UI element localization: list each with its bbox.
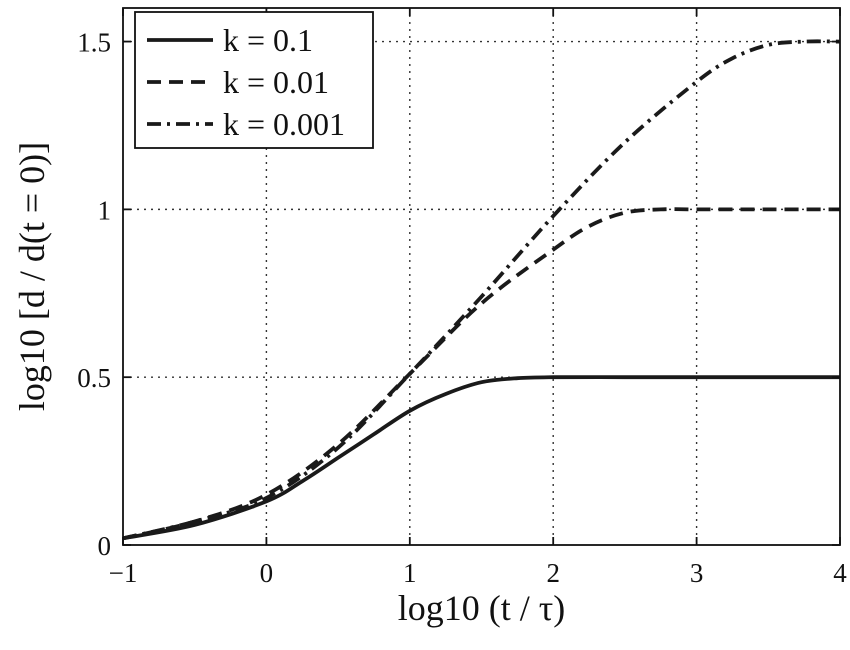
y-axis-label: log10 [d / d(t = 0)] xyxy=(12,142,52,411)
x-tick-label: 4 xyxy=(833,558,847,588)
legend-box xyxy=(134,11,374,149)
y-tick-label: 1.5 xyxy=(77,28,111,58)
x-tick-label: 3 xyxy=(690,558,704,588)
plot-frame xyxy=(122,7,841,546)
legend-label-1: k = 0.1 xyxy=(223,22,313,58)
x-tick-label: −1 xyxy=(109,558,138,588)
series-line-1 xyxy=(122,375,840,541)
y-tick-label: 0 xyxy=(98,531,112,561)
legend: k = 0.1 k = 0.01 k = 0.001 xyxy=(134,11,374,149)
axis-ticks: −1 0 1 2 3 400.511.5 xyxy=(77,8,847,588)
series-lines xyxy=(122,39,841,541)
x-axis-label: log10 (t / τ) xyxy=(398,588,565,628)
x-tick-label: 1 xyxy=(403,558,417,588)
series-line-3 xyxy=(122,39,841,541)
y-tick-label: 1 xyxy=(98,195,112,225)
legend-label-2: k = 0.01 xyxy=(223,64,329,100)
x-tick-label: 0 xyxy=(260,558,274,588)
y-tick-label: 0.5 xyxy=(77,363,111,393)
legend-label-3: k = 0.001 xyxy=(223,106,345,142)
series-line-2 xyxy=(122,207,840,541)
x-tick-label: 2 xyxy=(546,558,560,588)
